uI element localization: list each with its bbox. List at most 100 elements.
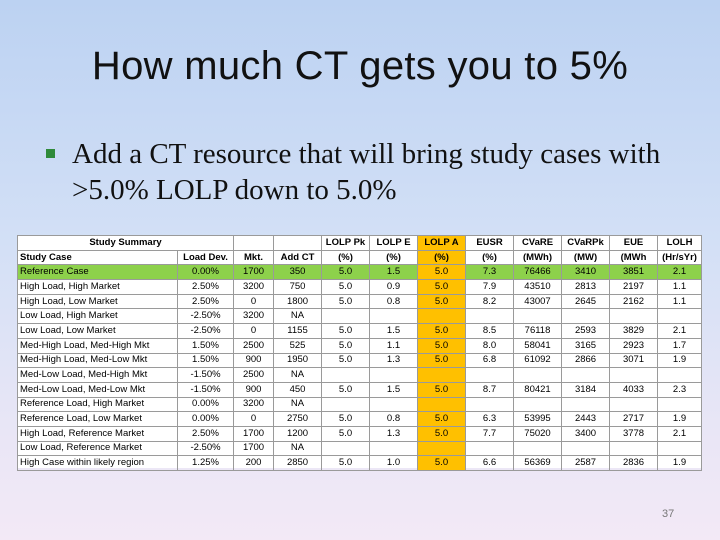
group-header: EUE: [609, 235, 659, 251]
table-cell: 8.7: [465, 381, 515, 398]
table-cell: [321, 440, 371, 457]
table-cell: 3165: [561, 337, 611, 354]
table-cell: NA: [273, 396, 323, 413]
slide-title: How much CT gets you to 5%: [91, 44, 629, 88]
table-cell: 2813: [561, 279, 611, 295]
table-cell: 53995: [513, 411, 563, 427]
table-cell: 1700: [233, 440, 275, 457]
study-summary-header: Study Summary: [16, 235, 235, 251]
table-cell: -2.50%: [176, 323, 235, 339]
table-cell: 525: [273, 337, 323, 354]
table-cell: 5.0: [417, 455, 467, 471]
table-cell: 0: [233, 293, 275, 310]
table-cell: 5.0: [321, 411, 371, 427]
table-cell: 0.00%: [176, 411, 235, 427]
table-cell: 2443: [561, 411, 611, 427]
study-case-cell: High Load, Reference Market: [17, 425, 178, 442]
table-row: Med-Low Load, Med-Low Mkt -1.50% 900 450 5.0…: [17, 381, 703, 398]
column-header: (%): [369, 249, 419, 266]
column-header: (MW): [561, 249, 611, 266]
table-cell: 2850: [273, 455, 323, 471]
table-cell: [657, 308, 703, 325]
table-cell: 2500: [233, 367, 275, 383]
table-cell: [561, 396, 611, 413]
table-cell: 5.0: [321, 352, 371, 369]
bullet-text: Add a CT resource that will bring study …: [72, 138, 661, 206]
study-case-cell: Low Load, Reference Market: [17, 440, 178, 457]
table-cell: 1.50%: [176, 352, 235, 369]
page-number: 37: [662, 508, 675, 520]
table-cell: 7.3: [465, 264, 515, 281]
table-cell: -1.50%: [176, 367, 235, 383]
table-cell: 5.0: [321, 323, 371, 339]
table-cell: [321, 396, 371, 413]
study-case-cell: Med-High Load, Med-High Mkt: [17, 337, 178, 354]
column-header: Add CT: [273, 249, 323, 266]
table-cell: 3184: [561, 381, 611, 398]
study-case-cell: Low Load, High Market: [17, 308, 178, 325]
table-cell: [417, 396, 467, 413]
table-cell: 1.9: [657, 411, 703, 427]
table-cell: 1.5: [369, 323, 419, 339]
table-cell: 6.3: [465, 411, 515, 427]
table-cell: 900: [233, 352, 275, 369]
table-cell: 1155: [273, 323, 323, 339]
table-cell: 2587: [561, 455, 611, 471]
table-cell: [417, 308, 467, 325]
study-case-cell: Med-Low Load, Med-High Mkt: [17, 367, 178, 383]
table-cell: [609, 308, 659, 325]
table-cell: [609, 396, 659, 413]
column-header: (%): [321, 249, 371, 266]
table-cell: 1.50%: [176, 337, 235, 354]
table-cell: 1200: [273, 425, 323, 442]
table-cell: 5.0: [321, 264, 371, 281]
table-column-header-row: Study Case Load Dev. Mkt. Add CT (%) (%)…: [17, 249, 703, 266]
table-cell: 900: [233, 381, 275, 398]
table-cell: 450: [273, 381, 323, 398]
table-cell: 1.3: [369, 352, 419, 369]
table-cell: [417, 440, 467, 457]
table-cell: 43007: [513, 293, 563, 310]
table-row: High Case within likely region 1.25% 200 28…: [17, 455, 703, 471]
table-cell: 5.0: [417, 279, 467, 295]
study-case-cell: Low Load, Low Market: [17, 323, 178, 339]
table-cell: 1.0: [369, 455, 419, 471]
table-cell: 1.1: [369, 337, 419, 354]
table-cell: 1.5: [369, 264, 419, 281]
table-cell: 56369: [513, 455, 563, 471]
study-case-cell: High Load, High Market: [17, 279, 178, 295]
table-cell: 5.0: [417, 352, 467, 369]
table-cell: -2.50%: [176, 440, 235, 457]
table-cell: 2.1: [657, 323, 703, 339]
table-cell: 2836: [609, 455, 659, 471]
table-cell: 5.0: [321, 337, 371, 354]
bullet-point: Add a CT resource that will bring study …: [46, 136, 686, 208]
table-cell: 5.0: [417, 381, 467, 398]
column-header: Load Dev.: [176, 249, 235, 266]
table-cell: [513, 367, 563, 383]
group-header: CVaRE: [513, 235, 563, 251]
table-cell: [369, 440, 419, 457]
table-cell: 80421: [513, 381, 563, 398]
table-cell: 1800: [273, 293, 323, 310]
study-case-cell: Reference Load, Low Market: [17, 411, 178, 427]
table-cell: 5.0: [417, 293, 467, 310]
table-cell: 3829: [609, 323, 659, 339]
table-cell: 2750: [273, 411, 323, 427]
square-bullet-icon: [46, 149, 55, 158]
group-header: LOLP A: [417, 235, 467, 251]
table-cell: [465, 367, 515, 383]
table-cell: 75020: [513, 425, 563, 442]
table-cell: 5.0: [321, 293, 371, 310]
group-header: LOLP Pk: [321, 235, 371, 251]
study-case-cell: Med-High Load, Med-Low Mkt: [17, 352, 178, 369]
table-cell: 5.0: [321, 455, 371, 471]
table-cell: 5.0: [321, 381, 371, 398]
table-cell: 0.9: [369, 279, 419, 295]
table-cell: 1.3: [369, 425, 419, 442]
table-row: High Load, High Market 2.50% 3200 750 5.0 0.9…: [17, 279, 703, 295]
column-header: Mkt.: [233, 249, 275, 266]
table-cell: 2866: [561, 352, 611, 369]
table-cell: 1.1: [657, 293, 703, 310]
table-cell: 1700: [233, 425, 275, 442]
